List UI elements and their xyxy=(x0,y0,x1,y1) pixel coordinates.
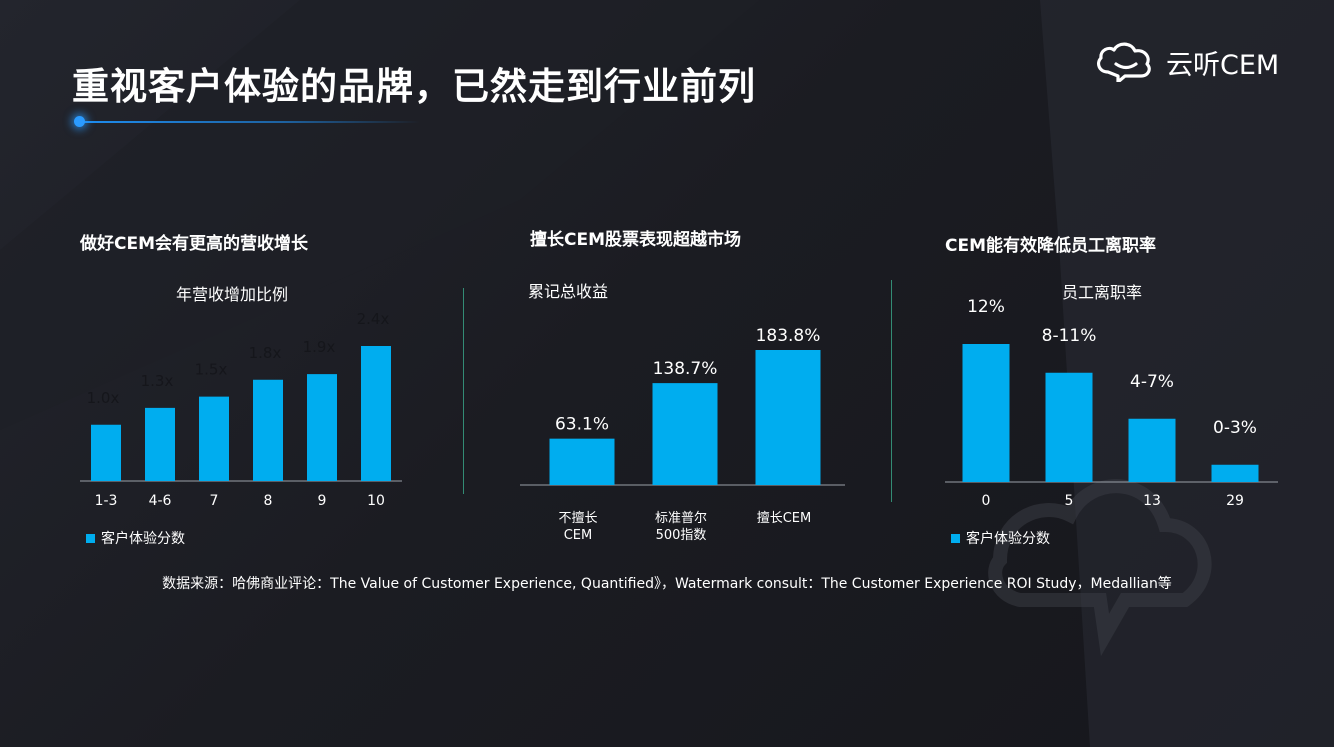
data-label: 183.8% xyxy=(756,326,821,346)
data-label: 63.1% xyxy=(555,415,609,435)
bar xyxy=(1045,372,1093,482)
x-tick-label: 29 xyxy=(1226,493,1244,509)
chart3-heading: CEM能有效降低员工离职率 xyxy=(945,236,1157,256)
x-tick-label: 10 xyxy=(367,493,385,509)
x-tick-label: 1-3 xyxy=(95,493,118,509)
chart1-plot: 1.0x 1-3 1.3x 4-6 1.5x 7 1.8x 8 1.9x 9 2.4x 10 xyxy=(80,310,402,509)
chart1-legend-label: 客户体验分数 xyxy=(101,531,185,547)
source-note: 数据来源：哈佛商业评论：The Value of Customer Experi… xyxy=(162,576,1172,592)
bar xyxy=(253,379,283,481)
cloud-chat-icon xyxy=(1097,42,1151,82)
logo-text: 云听CEM xyxy=(1166,49,1280,81)
x-tick-label: 4-6 xyxy=(149,493,172,509)
chart1-heading: 做好CEM会有更高的营收增长 xyxy=(80,234,309,254)
chart1-legend: 客户体验分数 xyxy=(86,528,185,548)
x-tick-label: 7 xyxy=(210,493,219,509)
page-title: 重视客户体验的品牌，已然走到行业前列 xyxy=(72,65,756,108)
chart1-title: 年营收增加比例 xyxy=(176,285,289,304)
section-divider-2 xyxy=(891,280,892,502)
section-divider-1 xyxy=(463,288,464,494)
title-underline xyxy=(80,121,420,123)
x-tick-label: 9 xyxy=(318,493,327,509)
bar xyxy=(755,350,821,485)
x-tick-label: 5 xyxy=(1065,493,1074,509)
data-label: 1.3x xyxy=(141,372,174,390)
bar xyxy=(1128,418,1176,482)
x-tick-label: 标准普尔 500指数 xyxy=(654,511,707,543)
data-label: 8-11% xyxy=(1042,326,1097,346)
data-label: 4-7% xyxy=(1130,372,1174,392)
x-tick-label: 0 xyxy=(982,493,991,509)
chart3-legend: 客户体验分数 xyxy=(951,528,1050,548)
data-label: 1.9x xyxy=(303,338,336,356)
data-label: 138.7% xyxy=(653,359,718,379)
legend-swatch xyxy=(951,533,960,543)
data-label: 2.4x xyxy=(357,310,390,328)
bar xyxy=(91,424,121,481)
bar xyxy=(307,374,337,481)
x-tick-label: 8 xyxy=(264,493,273,509)
bar xyxy=(652,383,718,485)
bar xyxy=(1211,464,1259,482)
chart3-title: 员工离职率 xyxy=(1062,283,1143,302)
data-label: 1.5x xyxy=(195,361,228,379)
chart2-plot: 63.1% 138.7% 183.8% xyxy=(520,326,845,486)
bar xyxy=(549,438,615,485)
x-tick-label: 不擅长 CEM xyxy=(558,511,598,543)
legend-swatch xyxy=(86,533,95,543)
data-label: 0-3% xyxy=(1213,418,1257,438)
data-label: 1.0x xyxy=(87,389,120,407)
chart2-title: 累记总收益 xyxy=(528,282,609,301)
bar xyxy=(199,396,229,481)
title-glow-dot xyxy=(74,116,85,127)
data-label: 12% xyxy=(967,297,1005,317)
brand-logo: 云听CEM xyxy=(1094,42,1279,82)
chart2-heading: 擅长CEM股票表现超越市场 xyxy=(530,230,742,250)
chart3-plot: 12% 0 8-11% 5 4-7% 13 0-3% 29 xyxy=(945,297,1278,509)
bar xyxy=(145,407,175,481)
x-tick-label: 13 xyxy=(1143,493,1161,509)
chart3-legend-label: 客户体验分数 xyxy=(966,531,1050,547)
x-tick-label: 擅长CEM xyxy=(756,511,812,526)
bar xyxy=(962,344,1010,482)
bar xyxy=(361,346,391,481)
data-label: 1.8x xyxy=(249,344,282,362)
